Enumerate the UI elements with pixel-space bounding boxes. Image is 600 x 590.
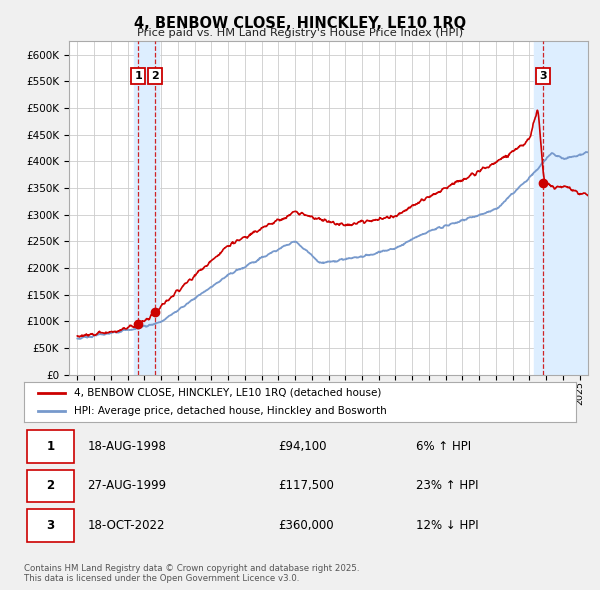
Text: 2: 2 bbox=[151, 71, 159, 81]
Text: Price paid vs. HM Land Registry's House Price Index (HPI): Price paid vs. HM Land Registry's House … bbox=[137, 28, 463, 38]
Text: 12% ↓ HPI: 12% ↓ HPI bbox=[416, 519, 479, 532]
Text: £360,000: £360,000 bbox=[278, 519, 334, 532]
FancyBboxPatch shape bbox=[27, 509, 74, 542]
Text: 3: 3 bbox=[539, 71, 547, 81]
Text: 27-AUG-1999: 27-AUG-1999 bbox=[88, 479, 167, 493]
Text: 23% ↑ HPI: 23% ↑ HPI bbox=[416, 479, 478, 493]
Text: 4, BENBOW CLOSE, HINCKLEY, LE10 1RQ: 4, BENBOW CLOSE, HINCKLEY, LE10 1RQ bbox=[134, 16, 466, 31]
Text: HPI: Average price, detached house, Hinckley and Bosworth: HPI: Average price, detached house, Hinc… bbox=[74, 406, 386, 416]
Text: £94,100: £94,100 bbox=[278, 440, 326, 453]
Text: Contains HM Land Registry data © Crown copyright and database right 2025.
This d: Contains HM Land Registry data © Crown c… bbox=[24, 563, 359, 583]
Text: 3: 3 bbox=[46, 519, 55, 532]
Text: 6% ↑ HPI: 6% ↑ HPI bbox=[416, 440, 471, 453]
Text: 18-AUG-1998: 18-AUG-1998 bbox=[88, 440, 166, 453]
Bar bbox=[134, 41, 160, 375]
Text: 2: 2 bbox=[46, 479, 55, 493]
Text: 4, BENBOW CLOSE, HINCKLEY, LE10 1RQ (detached house): 4, BENBOW CLOSE, HINCKLEY, LE10 1RQ (det… bbox=[74, 388, 381, 398]
Text: £117,500: £117,500 bbox=[278, 479, 334, 493]
FancyBboxPatch shape bbox=[27, 430, 74, 463]
Text: 1: 1 bbox=[134, 71, 142, 81]
Text: 18-OCT-2022: 18-OCT-2022 bbox=[88, 519, 165, 532]
FancyBboxPatch shape bbox=[27, 470, 74, 502]
Bar bbox=[535, 41, 588, 375]
Text: 1: 1 bbox=[46, 440, 55, 453]
